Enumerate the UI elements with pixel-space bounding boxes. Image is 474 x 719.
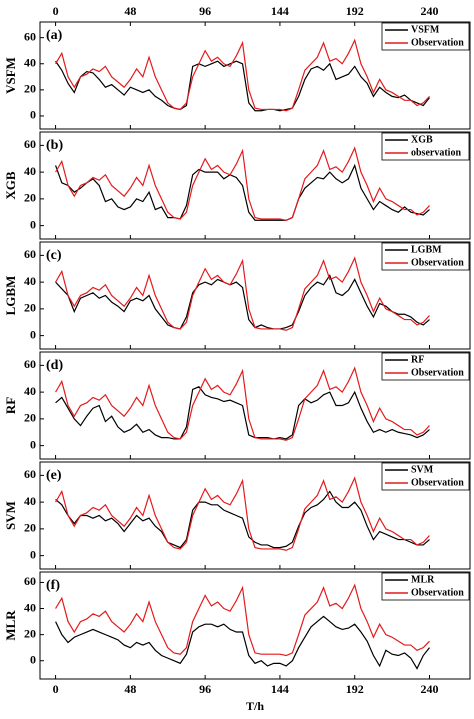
legend-label: XGB bbox=[411, 134, 433, 145]
panel-label: (b) bbox=[46, 138, 63, 153]
x-tick-label: 240 bbox=[420, 682, 438, 696]
y-tick-label: 0 bbox=[30, 108, 36, 122]
series-line bbox=[55, 274, 430, 330]
legend-box bbox=[381, 352, 470, 381]
plot-frame bbox=[39, 461, 471, 570]
x-tick-label-top: 48 bbox=[124, 4, 136, 18]
legend-label: SVM bbox=[411, 464, 434, 475]
x-tick-label: 96 bbox=[199, 682, 211, 696]
series-line bbox=[55, 490, 430, 549]
legend-label: Observation bbox=[411, 587, 464, 598]
y-axis-label: LGBM bbox=[3, 276, 18, 316]
x-tick-label-top: 240 bbox=[420, 4, 438, 18]
series-line bbox=[55, 615, 430, 670]
y-axis-label: RF bbox=[3, 397, 18, 414]
x-tick-label-top: 0 bbox=[53, 4, 59, 18]
series-line bbox=[55, 163, 430, 221]
y-tick-label: 60 bbox=[24, 357, 36, 371]
y-axis-label: VSFM bbox=[3, 57, 18, 94]
series-line bbox=[55, 146, 430, 221]
series-line bbox=[55, 583, 430, 657]
y-tick-label: 0 bbox=[30, 547, 36, 561]
plot-frame bbox=[39, 571, 471, 680]
y-tick-label: 40 bbox=[24, 274, 36, 288]
y-tick-label: 20 bbox=[24, 301, 36, 315]
legend-label: RF bbox=[411, 354, 424, 365]
y-tick-label: 60 bbox=[24, 247, 36, 261]
legend-box bbox=[381, 132, 470, 161]
x-tick-label-top: 96 bbox=[199, 4, 211, 18]
series-line bbox=[55, 366, 430, 441]
panel-label: (e) bbox=[46, 468, 62, 483]
x-tick-label: 144 bbox=[271, 682, 289, 696]
x-tick-label: 0 bbox=[53, 682, 59, 696]
legend-label: Observation bbox=[411, 477, 464, 488]
y-tick-label: 0 bbox=[30, 652, 36, 666]
x-tick-label-top: 144 bbox=[271, 4, 289, 18]
legend-label: Observation bbox=[411, 367, 464, 378]
legend-box bbox=[381, 462, 470, 491]
y-tick-label: 20 bbox=[24, 191, 36, 205]
plot-frame bbox=[39, 351, 471, 460]
series-line bbox=[55, 60, 430, 112]
y-tick-label: 40 bbox=[24, 384, 36, 398]
y-axis-label: SVM bbox=[3, 501, 18, 530]
y-tick-label: 60 bbox=[24, 137, 36, 151]
legend-label: VSFM bbox=[411, 24, 440, 35]
plot-frame bbox=[39, 21, 471, 130]
y-tick-label: 40 bbox=[24, 164, 36, 178]
panel-label: (f) bbox=[46, 578, 60, 593]
legend-box bbox=[381, 22, 470, 51]
y-tick-label: 60 bbox=[24, 29, 36, 43]
legend-label: LGBM bbox=[411, 244, 442, 255]
y-tick-label: 60 bbox=[24, 467, 36, 481]
y-tick-label: 0 bbox=[30, 217, 36, 231]
plot-frame bbox=[39, 131, 471, 240]
legend-label: MLR bbox=[411, 574, 435, 585]
series-line bbox=[55, 256, 430, 331]
y-tick-label: 20 bbox=[24, 82, 36, 96]
series-line bbox=[55, 38, 430, 112]
series-line bbox=[55, 386, 430, 440]
y-tick-label: 60 bbox=[24, 574, 36, 588]
legend-box bbox=[381, 242, 470, 271]
panel-label: (a) bbox=[46, 28, 63, 43]
x-axis-label: T/h bbox=[246, 699, 264, 713]
x-tick-label: 192 bbox=[346, 682, 364, 696]
panel-label: (d) bbox=[46, 358, 63, 373]
legend-box bbox=[381, 572, 470, 601]
legend-label: Observation bbox=[411, 257, 464, 268]
x-tick-label: 48 bbox=[124, 682, 136, 696]
y-axis-label: XGB bbox=[3, 171, 18, 200]
y-tick-label: 20 bbox=[24, 521, 36, 535]
legend-label: Observation bbox=[411, 37, 464, 48]
y-tick-label: 0 bbox=[30, 327, 36, 341]
y-axis-label: MLR bbox=[3, 610, 18, 641]
series-line bbox=[55, 476, 430, 551]
y-tick-label: 40 bbox=[24, 56, 36, 70]
y-tick-label: 40 bbox=[24, 600, 36, 614]
y-tick-label: 20 bbox=[24, 626, 36, 640]
legend-label: observation bbox=[411, 147, 461, 158]
y-tick-label: 20 bbox=[24, 411, 36, 425]
y-tick-label: 0 bbox=[30, 437, 36, 451]
x-tick-label-top: 192 bbox=[346, 4, 364, 18]
panel-label: (c) bbox=[46, 248, 62, 263]
y-tick-label: 40 bbox=[24, 494, 36, 508]
plot-frame bbox=[39, 241, 471, 350]
